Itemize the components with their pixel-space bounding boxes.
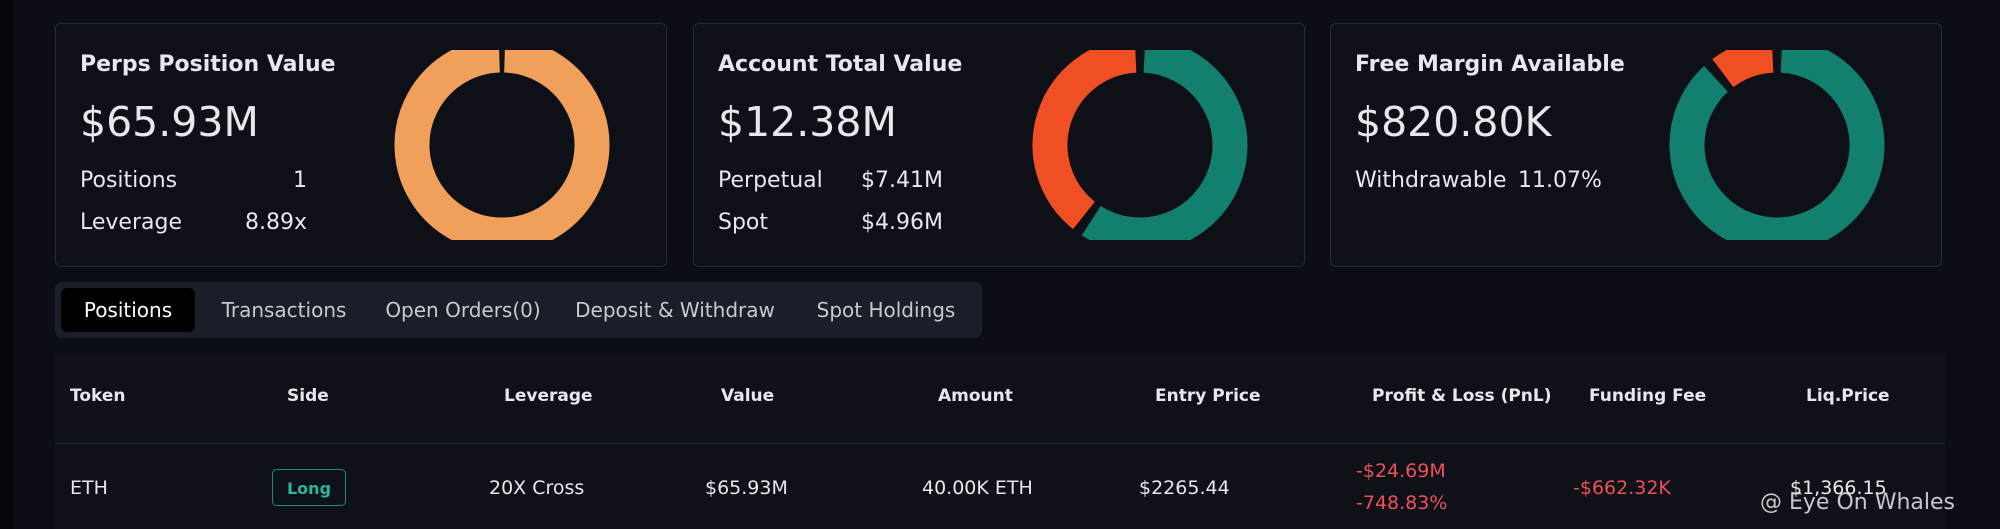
row-label: Perpetual [718, 168, 823, 193]
row-label: Leverage [80, 210, 182, 235]
column-header: Leverage [504, 386, 593, 406]
column-header: Token [70, 386, 126, 406]
row-label: Positions [80, 168, 178, 193]
liq-price: $1,366.15 [1790, 477, 1887, 499]
row-value: 11.07% [1518, 168, 1602, 193]
value: $65.93M [705, 477, 788, 499]
card-title: Perps Position Value [80, 52, 336, 77]
donut [1032, 50, 1248, 240]
column-header: Funding Fee [1589, 386, 1707, 406]
side-badge: Long [272, 469, 346, 506]
tab[interactable]: Spot Holdings [816, 298, 956, 322]
donut-remainder [1669, 50, 1885, 240]
donut-segment [1712, 50, 1775, 88]
row-value: $4.96M [861, 210, 943, 235]
donut-segment [1081, 50, 1248, 240]
entry-price: $2265.44 [1139, 477, 1230, 499]
divider [55, 443, 1945, 444]
row-value: $7.41M [861, 168, 943, 193]
tab[interactable]: Transactions [221, 298, 347, 322]
token: ETH [70, 477, 108, 499]
amount: 40.00K ETH [922, 477, 1033, 499]
donut [1669, 50, 1885, 240]
edge [0, 0, 14, 529]
column-header: Value [721, 386, 775, 406]
row-label: Withdrawable [1355, 168, 1507, 193]
column-header: Entry Price [1155, 386, 1261, 406]
tab-bar: Positions Transactions Open Orders(0) Depos… [55, 282, 982, 338]
card-title: Free Margin Available [1355, 52, 1625, 77]
row-value: 8.89x [244, 210, 307, 235]
card-total: $820.80K [1355, 98, 1552, 146]
donut-segment [1032, 50, 1137, 230]
pnl-amount: -$24.69M [1356, 460, 1446, 482]
column-header: Side [287, 386, 329, 406]
donut [394, 50, 610, 240]
donut-segment [394, 50, 610, 240]
pnl-percent: -748.83% [1356, 492, 1448, 514]
summary-card: Free Margin Available $820.80K Withdrawabl… [1330, 23, 1942, 267]
card-title: Account Total Value [718, 52, 963, 77]
row-label: Spot [718, 210, 769, 235]
leverage: 20X Cross [489, 477, 585, 499]
column-header: Liq.Price [1806, 386, 1890, 406]
funding-fee: -$662.32K [1573, 477, 1671, 499]
card-total: $12.38M [718, 98, 897, 146]
tab[interactable]: Deposit & Withdraw [575, 298, 775, 322]
summary-card: Perps Position Value $65.93M Positions 1 Lev… [55, 23, 667, 267]
tab[interactable]: Open Orders(0) [385, 298, 541, 322]
positions-table: Token Side Leverage Value Amount Entry Price P… [55, 353, 1945, 529]
column-header: Amount [938, 386, 1013, 406]
tab[interactable]: Positions [61, 288, 195, 332]
summary-card: Account Total Value $12.38M Perpetual $7.41… [693, 23, 1305, 267]
column-header: Profit & Loss (PnL) [1372, 386, 1552, 406]
card-total: $65.93M [80, 98, 259, 146]
watermark: @ Eye On Whales [1760, 490, 1955, 515]
row-value: 1 [293, 168, 307, 193]
